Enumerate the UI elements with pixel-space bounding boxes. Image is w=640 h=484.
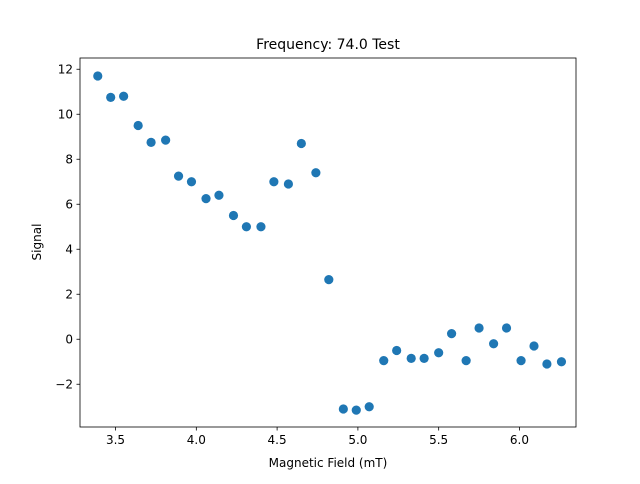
scatter-point: [489, 339, 499, 349]
scatter-point: [529, 341, 539, 351]
scatter-point: [364, 402, 374, 412]
x-tick-label: 5.5: [429, 433, 448, 447]
scatter-point: [501, 323, 512, 333]
scatter-point: [446, 329, 457, 339]
scatter-point: [283, 179, 294, 189]
x-axis-label: Magnetic Field (mT): [269, 456, 388, 470]
chart-title: Frequency: 74.0 Test: [256, 37, 400, 53]
scatter-point: [324, 275, 334, 285]
y-tick-label: 0: [65, 333, 73, 347]
x-tick-label: 6.0: [510, 433, 529, 447]
y-tick-label: 8: [65, 153, 73, 167]
y-tick-label: 10: [58, 108, 73, 122]
scatter-point: [173, 171, 184, 181]
scatter-point: [133, 120, 143, 131]
scatter-point: [516, 356, 526, 366]
scatter-point: [93, 71, 103, 81]
scatter-point: [406, 353, 416, 363]
scatter-point: [106, 92, 116, 102]
scatter-point: [434, 348, 444, 358]
y-tick-label: 2: [65, 288, 73, 302]
x-tick-label: 5.0: [348, 433, 367, 447]
scatter-point: [311, 168, 321, 178]
scatter-point: [269, 177, 279, 187]
x-tick-label: 4.5: [268, 433, 287, 447]
plot-frame: [79, 57, 577, 428]
data-points: [93, 71, 567, 415]
plot-area: [80, 58, 576, 427]
y-tick-label: −2: [55, 378, 73, 392]
scatter-point: [542, 359, 552, 369]
x-tick-label: 3.5: [106, 433, 125, 447]
scatter-point: [556, 357, 567, 367]
scatter-point: [201, 194, 211, 204]
scatter-point: [392, 345, 402, 356]
scatter-point: [228, 210, 239, 221]
y-axis-label: Signal: [30, 224, 44, 261]
scatter-point: [146, 137, 156, 147]
scatter-point: [474, 323, 484, 333]
scatter-point: [338, 404, 348, 414]
scatter-point: [214, 190, 224, 200]
scatter-point: [296, 138, 306, 149]
axis-ticks: 3.5 4.0 4.5 5.0 5.5 6.0 −2 0 2 4 6 8 10 12: [55, 63, 529, 447]
scatter-point: [186, 177, 197, 187]
scatter-point: [379, 356, 389, 366]
scatter-point: [256, 222, 266, 232]
scatter-point: [461, 356, 471, 366]
y-tick-label: 6: [65, 198, 73, 212]
scatter-point: [161, 135, 171, 145]
scatter-point: [419, 353, 429, 363]
y-tick-label: 4: [65, 243, 73, 257]
scatter-point: [119, 91, 129, 101]
scatter-point: [351, 405, 361, 415]
y-tick-label: 12: [58, 63, 73, 77]
x-tick-label: 4.0: [187, 433, 206, 447]
scatter-point: [241, 222, 252, 232]
